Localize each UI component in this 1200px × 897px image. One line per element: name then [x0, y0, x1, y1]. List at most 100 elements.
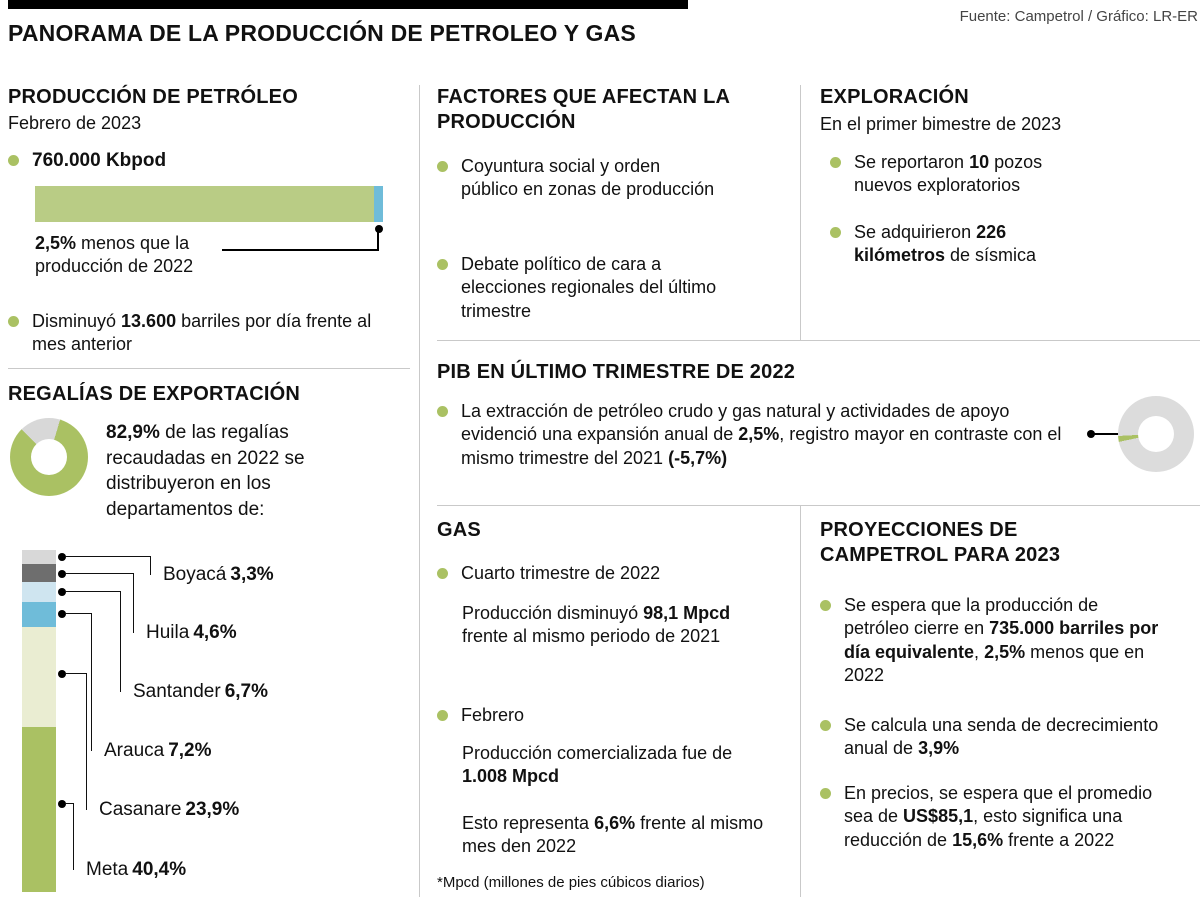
projections-item-text: En precios, se espera que el promedio se…: [844, 783, 1153, 850]
section-projections: PROYECCIONES DE CAMPETROL PARA 2023 Se e…: [820, 518, 1200, 897]
page-title: PANORAMA DE LA PRODUCCIÓN DE PETROLEO Y …: [8, 20, 636, 46]
column-divider: [419, 85, 420, 897]
dept-value: 7,2%: [168, 740, 212, 761]
section-exploration: EXPLORACIÓN En el primer bimestre de 202…: [820, 85, 1200, 340]
stacked-segment-meta: [22, 727, 56, 892]
gas-bullet2: Febrero: [461, 705, 525, 725]
leader-dot: [1087, 430, 1095, 438]
source-credit: Fuente: Campetrol / Gráfico: LR-ER: [959, 8, 1198, 25]
projections-item: En precios, se espera que el promedio se…: [820, 782, 1165, 852]
dept-name: Casanare: [99, 799, 182, 820]
bullet-icon: [437, 568, 448, 579]
gas-para2: Producción comercializada fue de 1.008 M…: [462, 743, 733, 787]
section-factors: FACTORES QUE AFECTAN LA PRODUCCIÓN Coyun…: [437, 85, 787, 340]
stacked-segment-boyaca: [22, 550, 56, 564]
projections-heading: PROYECCIONES DE CAMPETROL PARA 2023: [820, 519, 1061, 566]
exploration-item-text: Se reportaron 10 pozos nuevos explorator…: [854, 152, 1043, 196]
bullet-icon: [8, 155, 19, 166]
oil-value-item: 760.000 Kbpod: [8, 149, 166, 174]
bullet-icon: [820, 788, 831, 799]
stacked-segment-arauca: [22, 602, 56, 627]
factors-heading: FACTORES QUE AFECTAN LA PRODUCCIÓN: [437, 86, 730, 133]
royalties-donut-note: 82,9% de las regalías recaudadas en 2022…: [106, 422, 305, 520]
section-divider: [8, 368, 410, 369]
dept-label-casanare: Casanare 23,9%: [99, 799, 239, 821]
exploration-item-text: Se adquirieron 226 kilómetros de sísmica: [854, 222, 1037, 266]
oil-heading: PRODUCCIÓN DE PETRÓLEO: [8, 86, 298, 108]
gas-bullet1: Cuarto trimestre de 2022: [461, 563, 661, 583]
dept-label-boyaca: Boyacá 3,3%: [163, 564, 274, 586]
factors-item-text: Debate político de cara a elecciones reg…: [461, 254, 717, 321]
gas-heading: GAS: [437, 519, 481, 541]
oil-bar-chart: [35, 186, 374, 222]
leader-line: [65, 803, 74, 870]
pib-heading: PIB EN ÚLTIMO TRIMESTRE DE 2022: [437, 361, 796, 383]
bullet-icon: [820, 720, 831, 731]
royalties-donut-chart: [10, 418, 88, 496]
gas-item: Febrero: [437, 704, 767, 727]
oil-bar-tip: [374, 186, 383, 222]
dept-value: 6,7%: [224, 681, 268, 702]
factors-item: Debate político de cara a elecciones reg…: [437, 253, 722, 323]
leader-line: [65, 613, 92, 751]
bullet-icon: [437, 259, 448, 270]
dept-value: 23,9%: [185, 799, 240, 820]
gas-item: Cuarto trimestre de 2022: [437, 562, 767, 585]
leader-dot: [58, 570, 66, 578]
exploration-heading: EXPLORACIÓN: [820, 86, 969, 108]
bullet-icon: [437, 161, 448, 172]
dept-value: 40,4%: [132, 859, 187, 880]
pib-donut-chart: [1118, 396, 1194, 472]
section-pib: PIB EN ÚLTIMO TRIMESTRE DE 2022 La extra…: [437, 352, 1200, 505]
leader-dot: [58, 588, 66, 596]
leader-line: [222, 229, 379, 251]
factors-item-text: Coyuntura social y orden público en zona…: [461, 156, 715, 200]
leader-dot: [58, 553, 66, 561]
gas-para1: Producción disminuyó 98,1 Mpcd frente al…: [462, 603, 731, 647]
bullet-icon: [437, 406, 448, 417]
projections-item: Se calcula una senda de decrecimiento an…: [820, 714, 1165, 761]
royalties-heading: REGALÍAS DE EXPORTACIÓN: [8, 383, 301, 405]
leader-line: [65, 573, 134, 633]
oil-note2: Disminuyó 13.600 barriles por día frente…: [32, 311, 372, 355]
stacked-segment-santander: [22, 582, 56, 602]
projections-item-text: Se espera que la producción de petróleo …: [844, 595, 1159, 686]
column-divider: [800, 505, 801, 897]
projections-item-text: Se calcula una senda de decrecimiento an…: [844, 715, 1159, 759]
section-gas: GAS Cuarto trimestre de 2022 Producción …: [437, 518, 792, 897]
factors-item: Coyuntura social y orden público en zona…: [437, 155, 722, 202]
gas-footnote: *Mpcd (millones de pies cúbicos diarios): [437, 874, 705, 891]
dept-label-arauca: Arauca 7,2%: [104, 740, 212, 762]
leader-dot: [58, 610, 66, 618]
section-royalties: REGALÍAS DE EXPORTACIÓN 82,9% de las reg…: [8, 382, 418, 897]
royalties-stacked-bar: [22, 550, 56, 892]
bullet-icon: [820, 600, 831, 611]
gas-para3: Esto representa 6,6% frente al mismo mes…: [462, 813, 764, 857]
projections-item: Se espera que la producción de petróleo …: [820, 594, 1165, 688]
exploration-item: Se reportaron 10 pozos nuevos explorator…: [830, 151, 1090, 198]
stacked-segment-casanare: [22, 627, 56, 727]
leader-dot: [375, 225, 383, 233]
stacked-segment-huila: [22, 564, 56, 582]
dept-name: Meta: [86, 859, 129, 880]
leader-dot: [58, 800, 66, 808]
dept-label-meta: Meta 40,4%: [86, 859, 186, 881]
pib-text: La extracción de petróleo crudo y gas na…: [461, 401, 1062, 468]
oil-period: Febrero de 2023: [8, 113, 142, 133]
dept-value: 3,3%: [230, 564, 274, 585]
leader-line: [65, 591, 121, 692]
leader-dot: [58, 670, 66, 678]
dept-name: Arauca: [104, 740, 165, 761]
bullet-icon: [830, 157, 841, 168]
bullet-icon: [830, 227, 841, 238]
dept-label-santander: Santander 6,7%: [133, 681, 268, 703]
exploration-period: En el primer bimestre de 2023: [820, 114, 1062, 134]
leader-line: [65, 556, 151, 575]
pib-item: La extracción de petróleo crudo y gas na…: [437, 400, 1077, 470]
dept-name: Boyacá: [163, 564, 227, 585]
section-divider: [437, 505, 1200, 506]
oil-bar-note: 2,5% menos que la producción de 2022: [35, 233, 194, 277]
column-divider: [800, 85, 801, 340]
oil-value: 760.000 Kbpod: [32, 150, 167, 171]
